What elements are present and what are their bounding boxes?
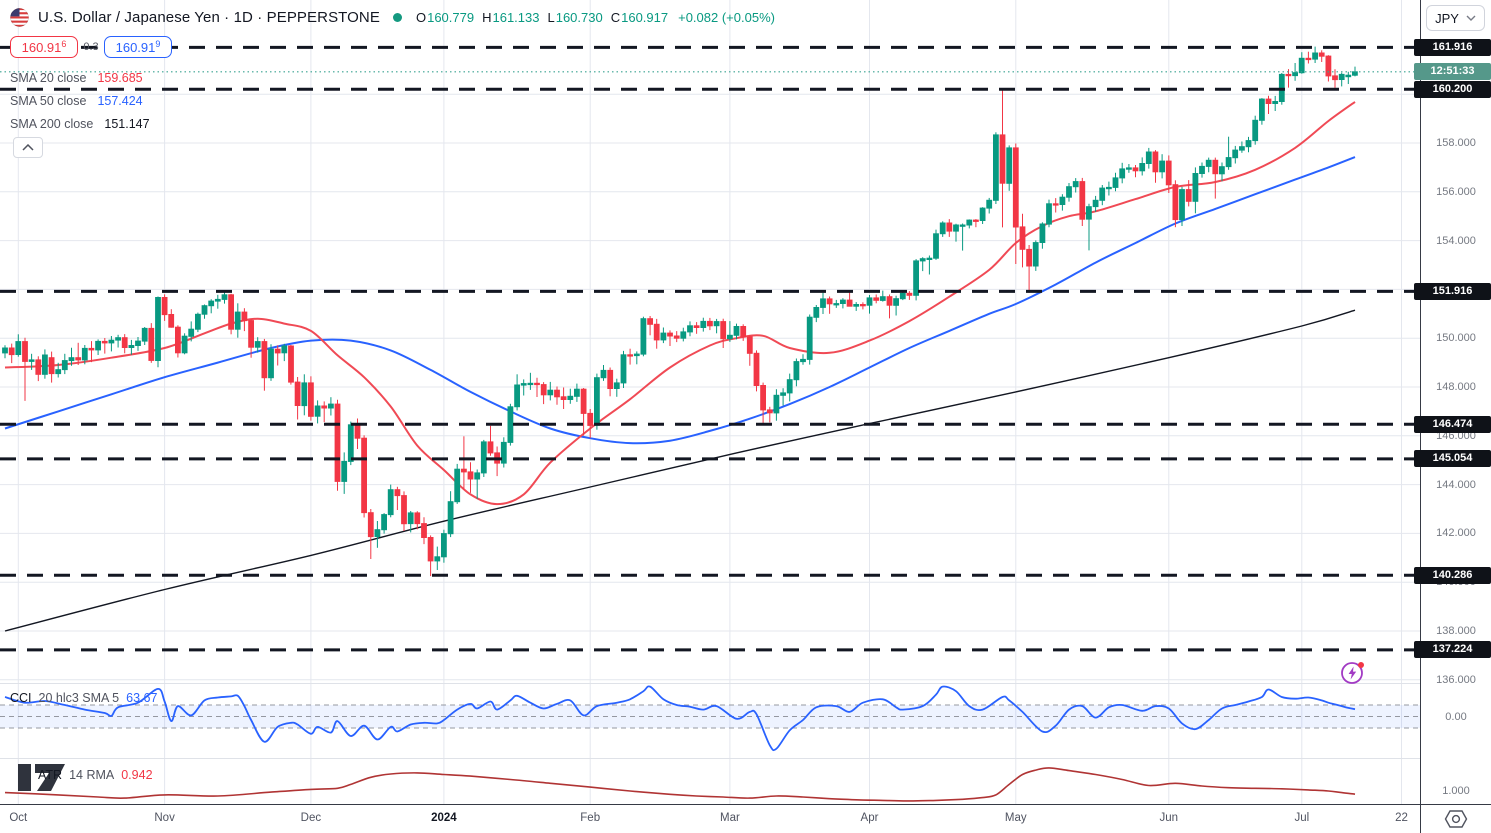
level-price-label: 160.200 <box>1414 80 1491 98</box>
time-tick: May <box>1004 812 1027 824</box>
time-axis[interactable]: Oct Nov Dec 2024 Feb Mar Apr May Jun Jul 22 <box>0 805 1420 833</box>
price-tick: 138.000 <box>1436 625 1476 637</box>
price-tick: 150.000 <box>1436 332 1476 345</box>
spread-value: 0.3 <box>83 41 99 53</box>
interval-label: 1D <box>233 8 253 26</box>
legend-sma50[interactable]: SMA 50 close 157.424 <box>10 93 143 108</box>
atr-one-tick: 1.000 <box>1442 785 1470 797</box>
candles-up <box>2 46 1358 570</box>
indicator-legend: SMA 20 close 159.685 SMA 50 close 157.42… <box>10 66 150 135</box>
chevron-down-icon <box>1466 15 1476 21</box>
price-tick: 158.000 <box>1436 137 1476 149</box>
price-tick: 154.000 <box>1436 234 1476 247</box>
tradingview-logo <box>18 756 66 803</box>
time-tick: Jul <box>1294 812 1310 824</box>
grid-lines <box>0 0 1420 804</box>
sell-button[interactable]: 160.91 6 <box>10 36 78 58</box>
cci-legend[interactable]: CCI 20 hlc3 SMA 5 63.67 <box>10 691 158 705</box>
time-tick: Jun <box>1159 812 1179 824</box>
market-open-dot-icon <box>392 12 402 22</box>
symbol-header: U.S. Dollar / Japanese Yen · 1D · PEPPER… <box>10 5 775 29</box>
time-tick: Mar <box>719 812 740 824</box>
change-value: +0.082 (+0.05%) <box>678 9 775 25</box>
atr-line <box>4 767 1356 802</box>
price-tick: 136.000 <box>1436 673 1476 686</box>
time-tick: 2024 <box>431 812 457 824</box>
price-tick: 142.000 <box>1436 527 1476 540</box>
price-axis[interactable]: JPY 158.000 156.000 154.000 150.000 148.000 1… <box>1414 0 1491 833</box>
price-tick: 146.000 <box>1436 429 1476 442</box>
level-price-label: 151.916 <box>1414 282 1491 300</box>
ohlc-values: O 160.779 H 161.133 L 160.730 C 160.917 +0.0… <box>415 9 775 25</box>
gear-icon <box>1444 810 1468 828</box>
currency-label: JPY <box>1435 10 1459 26</box>
level-price-label: 140.286 <box>1414 566 1491 584</box>
sma20-line <box>4 101 1356 506</box>
quick-alert-lightning-icon[interactable] <box>1340 659 1366 685</box>
time-tick: Dec <box>300 812 322 824</box>
time-tick: Apr <box>860 812 879 824</box>
axis-separator <box>0 804 1491 805</box>
level-price-label: 146.474 <box>1414 415 1491 433</box>
level-price-label: 145.054 <box>1414 450 1491 468</box>
time-tick: Nov <box>154 812 175 824</box>
sma200-line <box>4 309 1356 632</box>
price-tick: 148.000 <box>1436 381 1476 393</box>
bar-countdown-label: 12:51:33 <box>1414 63 1491 81</box>
atr-legend[interactable]: ATR 14 RMA 0.942 <box>38 768 153 782</box>
cci-line <box>4 685 1356 752</box>
currency-dropdown[interactable]: JPY <box>1426 5 1485 31</box>
level-price-label: 161.916 <box>1414 38 1491 56</box>
us-flag-icon <box>10 7 29 27</box>
chart-canvas[interactable] <box>0 0 1420 804</box>
cci-band-lines <box>0 704 1420 729</box>
level-price-label: 137.224 <box>1414 641 1491 659</box>
price-tick: 156.000 <box>1436 185 1476 198</box>
pane-separators <box>0 683 1420 759</box>
time-tick: Feb <box>580 812 601 824</box>
price-tick: 144.000 <box>1436 478 1476 491</box>
key-level-lines[interactable] <box>0 45 1420 652</box>
legend-sma20[interactable]: SMA 20 close 159.685 <box>10 70 143 85</box>
quote-panel: 160.91 6 0.3 160.91 9 <box>10 36 172 58</box>
symbol-title[interactable]: U.S. Dollar / Japanese Yen · 1D · PEPPER… <box>38 8 380 26</box>
exchange-label: PEPPERSTONE <box>266 8 380 26</box>
axis-settings-button[interactable] <box>1421 805 1491 833</box>
time-tick: Oct <box>9 812 28 824</box>
collapse-legend-button[interactable] <box>13 137 43 158</box>
candles-down <box>8 50 1338 577</box>
time-tick: 22 <box>1395 812 1408 824</box>
legend-sma200[interactable]: SMA 200 close 151.147 <box>10 116 150 131</box>
cci-band <box>0 705 1420 728</box>
cci-zero-tick: 0.00 <box>1445 710 1467 723</box>
sma50-line <box>4 156 1356 445</box>
buy-button[interactable]: 160.91 9 <box>104 36 172 58</box>
